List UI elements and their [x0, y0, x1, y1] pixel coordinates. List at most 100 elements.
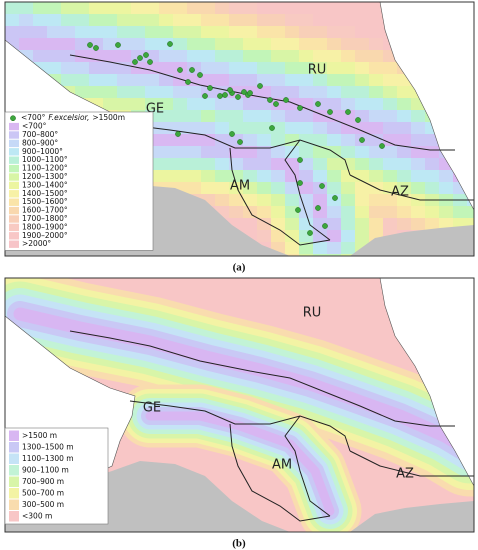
grid-cell [313, 194, 327, 206]
grid-cell [299, 14, 313, 26]
legend-box [4, 111, 154, 251]
occurrence-point [283, 97, 289, 103]
grid-cell [313, 26, 327, 38]
legend-label: <300 m [22, 511, 52, 520]
grid-cell [327, 206, 341, 218]
grid-cell [425, 146, 439, 158]
grid-cell [103, 98, 117, 110]
sea [379, 278, 474, 487]
grid-cell [159, 74, 173, 86]
grid-cell [383, 74, 397, 86]
grid-cell [89, 86, 103, 98]
grid-cell [355, 62, 369, 74]
grid-cell [453, 206, 467, 218]
occurrence-point [229, 131, 235, 137]
grid-cell [271, 50, 285, 62]
grid-cell [243, 194, 257, 206]
grid-cell [243, 14, 257, 26]
grid-cell [201, 122, 215, 134]
grid-cell [425, 158, 439, 170]
grid-cell [257, 74, 271, 86]
grid-cell [5, 2, 19, 14]
grid-cell [243, 74, 257, 86]
grid-cell [229, 14, 243, 26]
grid-cell [313, 134, 327, 146]
occurrence-point [189, 67, 195, 73]
legend-swatch [9, 206, 19, 215]
occurrence-point [93, 45, 99, 51]
grid-cell [369, 206, 383, 218]
grid-cell [383, 98, 397, 110]
grid-cell [75, 14, 89, 26]
grid-cell [313, 158, 327, 170]
grid-cell [19, 38, 33, 50]
country-label: GE [143, 401, 161, 416]
grid-cell [369, 194, 383, 206]
grid-cell [215, 110, 229, 122]
grid-cell [285, 74, 299, 86]
grid-cell [355, 50, 369, 62]
grid-cell [341, 74, 355, 86]
grid-cell [173, 14, 187, 26]
grid-cell [383, 86, 397, 98]
grid-cell [369, 110, 383, 122]
grid-cell [355, 158, 369, 170]
grid-cell [383, 158, 397, 170]
grid-cell [201, 14, 215, 26]
grid-cell [257, 86, 271, 98]
legend-label: 1300–1400° [22, 180, 68, 189]
grid-cell [285, 110, 299, 122]
grid-cell [341, 242, 355, 254]
grid-cell [327, 50, 341, 62]
occurrence-point [147, 59, 153, 65]
grid-cell [215, 74, 229, 86]
grid-cell [397, 206, 411, 218]
grid-cell [327, 62, 341, 74]
legend-label: 1800–1900° [22, 222, 68, 231]
occurrence-point [319, 183, 325, 189]
grid-cell [411, 134, 425, 146]
grid-cell [19, 2, 33, 14]
grid-cell [215, 98, 229, 110]
grid-cell [201, 110, 215, 122]
grid-cell [369, 134, 383, 146]
grid-cell [425, 170, 439, 182]
legend-label: >1500 m [22, 431, 57, 440]
grid-cell [159, 98, 173, 110]
legend-label: 1300–1500 m [22, 442, 74, 451]
grid-cell [33, 2, 47, 14]
grid-cell [173, 158, 187, 170]
grid-cell [271, 86, 285, 98]
grid-cell [257, 158, 271, 170]
grid-cell [131, 26, 145, 38]
grid-cell [439, 206, 453, 218]
grid-cell [341, 26, 355, 38]
legend-label: 1400–1500° [22, 189, 68, 198]
country-label: AZ [391, 185, 409, 200]
grid-cell [117, 38, 131, 50]
occurrence-point [267, 97, 273, 103]
grid-cell [257, 50, 271, 62]
grid-cell [397, 134, 411, 146]
grid-cell [5, 26, 19, 38]
legend-label: 300–500 m [22, 500, 64, 509]
grid-cell [369, 50, 383, 62]
occurrence-point [315, 101, 321, 107]
occurrence-point [295, 207, 301, 213]
grid-cell [243, 110, 257, 122]
legend-label: 1000–1100° [22, 155, 68, 164]
grid-cell [159, 146, 173, 158]
grid-cell [285, 122, 299, 134]
grid-cell [75, 62, 89, 74]
grid-cell [5, 14, 19, 26]
grid-cell [411, 182, 425, 194]
grid-cell [355, 170, 369, 182]
legend-swatch [9, 465, 19, 476]
legend-label: 700–800° [22, 130, 58, 139]
grid-cell [131, 14, 145, 26]
legend-box [4, 427, 109, 525]
grid-cell [89, 38, 103, 50]
legend-label: 1500–1600° [22, 197, 68, 206]
grid-cell [47, 26, 61, 38]
border [349, 174, 474, 201]
